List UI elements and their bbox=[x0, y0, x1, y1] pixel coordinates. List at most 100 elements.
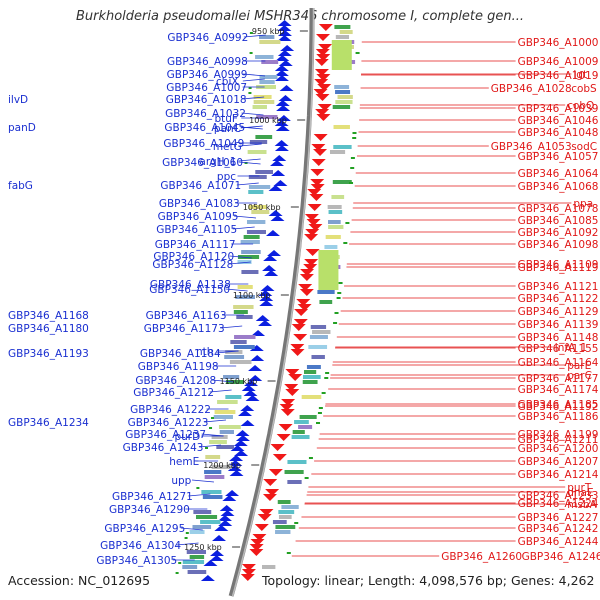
feature-block bbox=[275, 525, 296, 529]
forward-gene-arrow bbox=[315, 34, 330, 41]
reverse-gene-arrow bbox=[258, 290, 273, 296]
kbp-marker: 1050 kbp bbox=[243, 203, 281, 212]
feature-block bbox=[277, 500, 291, 504]
leader-line bbox=[209, 389, 232, 393]
feature-block bbox=[306, 365, 321, 369]
marker bbox=[352, 132, 357, 134]
right-gene-label: GBP346_A1185 bbox=[518, 399, 599, 411]
feature-block bbox=[204, 475, 225, 479]
forward-gene-arrow bbox=[315, 109, 330, 116]
left-gene-label: GBP346_A1290 bbox=[109, 504, 190, 516]
reverse-gene-arrow bbox=[277, 25, 292, 31]
feature-block bbox=[337, 95, 353, 99]
marker bbox=[352, 137, 357, 139]
leader-line bbox=[191, 479, 215, 483]
forward-gene-arrow bbox=[311, 159, 326, 166]
left-gene-label: GBP346_A1105 bbox=[156, 224, 237, 236]
left-gene-label: nth bbox=[196, 346, 213, 358]
right-gene-label: GBP346_A1046 bbox=[518, 115, 599, 127]
left-gene-label: GBP346_A0998 bbox=[167, 56, 248, 68]
right-gene-label: infA_1 bbox=[555, 342, 587, 354]
reverse-gene-arrow bbox=[259, 295, 274, 301]
reverse-gene-arrow bbox=[220, 510, 235, 516]
forward-gene-arrow bbox=[280, 409, 295, 416]
left-gene-label: GBP346_A1163 bbox=[146, 310, 227, 322]
feature-block bbox=[211, 435, 228, 439]
leader-line bbox=[228, 261, 251, 265]
feature-block bbox=[256, 115, 278, 119]
forward-gene-arrow bbox=[298, 284, 313, 291]
right-gene-label: GBP346_A1121 bbox=[518, 281, 599, 293]
marker bbox=[318, 407, 323, 409]
reverse-gene-arrow bbox=[218, 520, 233, 526]
right-leader-lines bbox=[291, 41, 572, 557]
feature-block bbox=[205, 455, 221, 459]
feature-block bbox=[259, 40, 281, 44]
reverse-gene-arrow bbox=[245, 395, 260, 401]
forward-gene-arrow bbox=[304, 234, 319, 241]
reverse-gene-arrow bbox=[274, 145, 289, 151]
left-gene-label: panC bbox=[214, 123, 241, 135]
feature-block bbox=[182, 560, 205, 564]
right-gene-label: GBP346_A1200 bbox=[518, 443, 599, 455]
left-gene-label: GBP346_A1243 bbox=[123, 442, 204, 454]
feature-block bbox=[303, 370, 317, 374]
forward-gene-arrow bbox=[250, 539, 265, 546]
left-gene-label: GBP346_A1304 bbox=[100, 540, 181, 552]
forward-gene-arrow bbox=[241, 564, 256, 571]
reverse-gene-arrow bbox=[260, 285, 275, 291]
left-gene-label: argH_1 bbox=[199, 156, 236, 168]
forward-gene-arrow bbox=[285, 389, 300, 396]
feature-block bbox=[200, 520, 221, 524]
feature-block bbox=[332, 180, 352, 184]
right-gene-label: GBP346_A1246 bbox=[522, 551, 600, 563]
forward-gene-arrow bbox=[310, 184, 325, 191]
feature-block bbox=[240, 240, 260, 244]
feature-block bbox=[230, 340, 247, 344]
right-gene-label: parE bbox=[567, 360, 591, 372]
right-gene-label: GBP346_A1260 bbox=[441, 551, 522, 563]
feature-block bbox=[334, 25, 351, 29]
feature-block bbox=[202, 495, 223, 499]
feature-block bbox=[182, 565, 198, 569]
forward-gene-arrow bbox=[310, 169, 325, 176]
feature-block bbox=[224, 355, 245, 359]
right-gene-label: GBP346_A1068 bbox=[518, 181, 599, 193]
reverse-gene-arrow bbox=[243, 390, 258, 396]
reverse-gene-arrow bbox=[222, 495, 237, 501]
feature-block bbox=[252, 105, 267, 109]
forward-gene-arrow bbox=[293, 319, 308, 326]
reverse-gene-arrow bbox=[274, 70, 289, 76]
forward-gene-arrow bbox=[315, 94, 330, 101]
left-gene-label: hemE bbox=[169, 456, 199, 468]
leader-line bbox=[241, 112, 264, 116]
reverse-gene-arrow bbox=[235, 435, 250, 441]
marker bbox=[249, 52, 253, 54]
feature-block bbox=[292, 430, 305, 434]
kbp-marker: 1100 kbp bbox=[233, 291, 271, 300]
left-gene-label: GBP346_A1168 bbox=[8, 310, 89, 322]
right-gene-label: GBP346_A1129 bbox=[518, 306, 599, 318]
forward-gene-arrow bbox=[318, 24, 333, 31]
marker bbox=[321, 392, 326, 394]
forward-gene-arrow bbox=[308, 224, 323, 231]
feature-block bbox=[318, 250, 339, 290]
marker bbox=[338, 282, 343, 284]
feature-block bbox=[301, 395, 322, 399]
feature-block bbox=[331, 40, 352, 70]
feature-block bbox=[204, 470, 222, 474]
feature-block bbox=[217, 400, 238, 404]
reverse-gene-arrow bbox=[274, 65, 289, 71]
forward-gene-arrow bbox=[307, 189, 322, 196]
forward-gene-arrow bbox=[299, 289, 314, 296]
feature-block bbox=[255, 170, 273, 174]
leader-line bbox=[238, 161, 261, 165]
left-gene-label: upp bbox=[171, 475, 191, 487]
reverse-gene-arrow bbox=[277, 30, 292, 36]
left-gene-label: GBP346_A1032 bbox=[165, 108, 246, 120]
reverse-gene-arrow bbox=[276, 105, 291, 111]
feature-block bbox=[278, 510, 295, 514]
reverse-gene-arrow bbox=[275, 125, 290, 131]
feature-block bbox=[259, 35, 275, 39]
feature-block bbox=[246, 230, 266, 234]
